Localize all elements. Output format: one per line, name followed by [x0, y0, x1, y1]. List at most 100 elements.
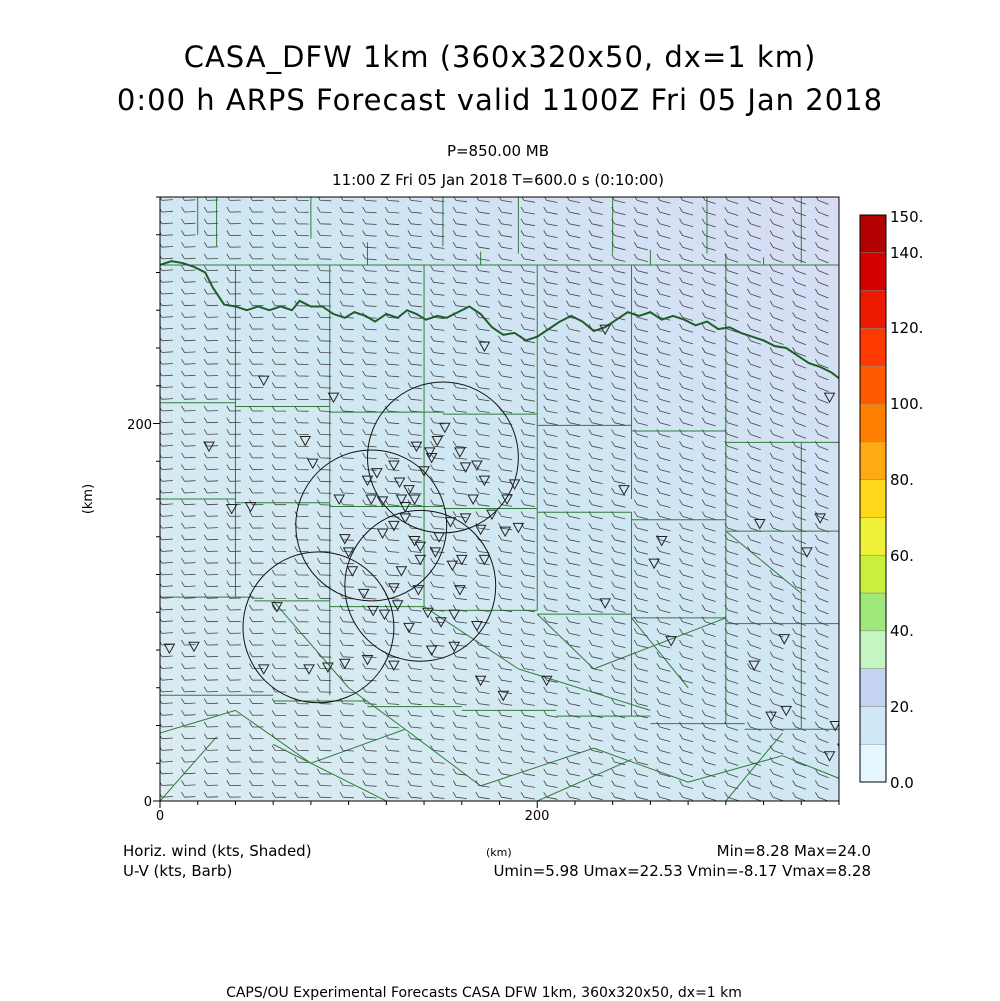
station-marker: [778, 634, 791, 645]
station-marker: [371, 468, 383, 479]
station-marker: [431, 435, 444, 447]
barb-field-legend: U-V (kts, Barb): [123, 862, 233, 880]
station-marker: [257, 664, 270, 675]
colorbar-segment: [859, 668, 887, 707]
station-marker: [471, 620, 483, 632]
station-marker: [648, 558, 661, 570]
station-marker: [448, 609, 461, 621]
colorbar-segment: [859, 328, 887, 367]
station-marker: [342, 547, 355, 558]
station-marker: [257, 375, 270, 387]
station-marker: [478, 341, 491, 353]
station-marker: [499, 526, 512, 538]
radar-ring: [295, 449, 448, 602]
county-line: [310, 728, 406, 764]
station-marker: [306, 458, 319, 470]
county-line: [235, 709, 312, 764]
county-line: [593, 747, 689, 783]
station-marker: [399, 502, 412, 513]
station-marker: [665, 636, 677, 647]
colorbar-segment: [859, 214, 887, 254]
station-marker: [599, 598, 611, 609]
station-marker: [829, 721, 839, 732]
station-marker: [486, 509, 498, 521]
station-marker: [814, 513, 826, 524]
colorbar-frame: [859, 214, 887, 783]
station-marker: [497, 690, 510, 702]
station-marker: [512, 522, 525, 534]
county-line: [518, 668, 651, 711]
colorbar-segment: [859, 479, 887, 518]
station-marker: [438, 422, 451, 434]
pressure-level-label: P=850.00 MB: [446, 142, 550, 160]
colorbar-label-140: 140.: [890, 244, 923, 262]
station-marker: [408, 536, 421, 547]
station-marker: [367, 605, 379, 617]
colorbar-label-100: 100.: [890, 395, 923, 413]
chart-title-line-2: 0:00 h ARPS Forecast valid 1100Z Fri 05 …: [116, 83, 884, 117]
station-marker: [403, 485, 415, 496]
station-marker: [753, 519, 766, 530]
station-marker: [163, 643, 176, 655]
station-marker: [391, 600, 404, 611]
station-marker: [508, 479, 521, 490]
station-marker: [421, 607, 434, 619]
station-marker: [388, 460, 400, 472]
county-line: [631, 617, 689, 689]
station-marker: [446, 560, 459, 572]
station-marker: [444, 517, 457, 528]
station-marker: [474, 524, 487, 536]
station-marker: [346, 566, 359, 577]
county-line: [782, 755, 839, 779]
county-line: [160, 736, 217, 801]
station-marker: [338, 658, 351, 670]
colorbar-segment: [859, 290, 887, 329]
station-marker: [467, 494, 479, 506]
colorbar: [859, 214, 887, 783]
uv-range-readout: Umin=5.98 Umax=22.53 Vmin=-8.17 Vmax=8.2…: [493, 862, 871, 880]
station-marker: [376, 496, 389, 507]
station-marker: [780, 705, 793, 717]
station-marker: [414, 554, 427, 566]
station-marker: [361, 654, 374, 666]
station-marker: [338, 534, 351, 545]
colorbar-label-20: 20.: [890, 698, 914, 716]
colorbar-segment: [859, 252, 887, 291]
station-marker: [433, 532, 445, 543]
station-marker: [655, 536, 668, 547]
colorbar-label-0: 0.0: [890, 774, 914, 792]
station-marker: [322, 662, 334, 674]
station-marker: [801, 547, 813, 558]
valid-time-label: 11:00 Z Fri 05 Jan 2018 T=600.0 s (0:10:…: [332, 171, 664, 189]
station-marker: [378, 609, 391, 621]
colorbar-segment: [859, 630, 887, 669]
credit-line: CAPS/OU Experimental Forecasts CASA DFW …: [226, 985, 742, 1001]
colorbar-labels: 150. 140. 120. 100. 80. 60. 40. 20. 0.0: [890, 208, 923, 792]
station-marker: [501, 494, 513, 506]
chart-title-line-1: CASA_DFW 1km (360x320x50, dx=1 km): [183, 40, 817, 74]
station-marker: [425, 645, 438, 657]
station-marker: [299, 435, 312, 447]
station-marker: [365, 494, 378, 506]
station-marker: [399, 513, 412, 524]
station-marker: [618, 485, 630, 496]
colorbar-label-150: 150.: [890, 208, 923, 226]
county-line: [536, 613, 595, 670]
station-marker: [327, 392, 340, 404]
station-marker: [410, 441, 423, 453]
station-marker: [823, 751, 836, 762]
station-marker: [540, 675, 553, 687]
x-axis-unit: (km): [486, 846, 512, 859]
shaded-field-legend: Horiz. wind (kts, Shaded): [123, 842, 312, 860]
station-marker: [203, 441, 215, 453]
y-tick-label-0: 0: [144, 795, 152, 810]
colorbar-segment: [859, 403, 887, 443]
station-marker: [478, 554, 491, 566]
county-line: [593, 617, 727, 670]
station-marker: [823, 392, 836, 404]
axis-ticks: [153, 196, 840, 808]
station-marker: [333, 494, 346, 506]
colorbar-segment: [859, 365, 887, 405]
county-line: [687, 755, 783, 783]
